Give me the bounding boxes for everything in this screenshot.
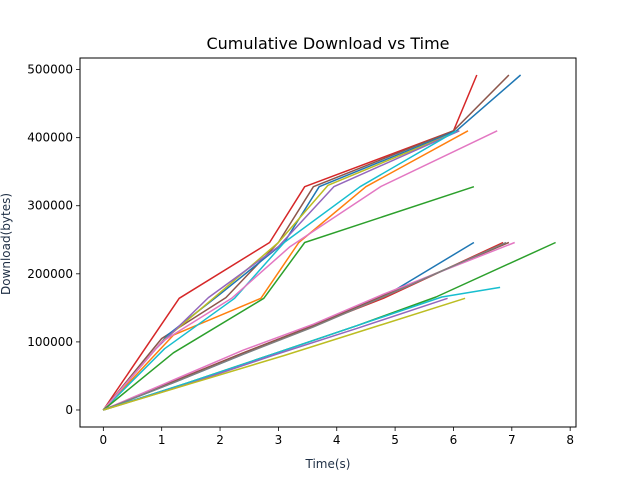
series-line-8	[102, 130, 498, 411]
y-axis-label: Download(bytes)	[0, 193, 13, 295]
y-tick-label: 200000	[27, 267, 73, 281]
series-line-7	[102, 130, 457, 411]
x-tick-label: 1	[158, 433, 166, 447]
series-line-18	[103, 297, 466, 411]
series-line-13	[103, 241, 515, 411]
y-tick-label: 0	[65, 403, 73, 417]
x-tick-label: 8	[566, 433, 574, 447]
x-tick-label: 6	[450, 433, 458, 447]
x-axis: 0 1 2 3 4 5 6 7 8	[100, 427, 574, 447]
y-tick-label: 300000	[27, 199, 73, 213]
x-tick-label: 3	[275, 433, 283, 447]
x-tick-label: 5	[391, 433, 399, 447]
series-line-14	[103, 241, 507, 411]
y-tick-label: 400000	[27, 131, 73, 145]
series-layer	[102, 74, 556, 411]
y-tick-label: 500000	[27, 63, 73, 77]
series-line-6	[102, 130, 469, 411]
x-tick-label: 2	[216, 433, 224, 447]
x-tick-label: 4	[333, 433, 341, 447]
x-tick-label: 7	[508, 433, 516, 447]
x-axis-label: Time(s)	[305, 457, 351, 471]
chart-title: Cumulative Download vs Time	[206, 34, 449, 53]
series-line-9	[102, 185, 475, 411]
y-axis: 0 100000 200000 300000 400000 500000	[27, 63, 80, 417]
y-tick-label: 100000	[27, 335, 73, 349]
plot-frame	[79, 57, 577, 428]
x-tick-label: 0	[100, 433, 108, 447]
series-line-16	[103, 286, 501, 411]
series-line-1	[102, 74, 478, 411]
